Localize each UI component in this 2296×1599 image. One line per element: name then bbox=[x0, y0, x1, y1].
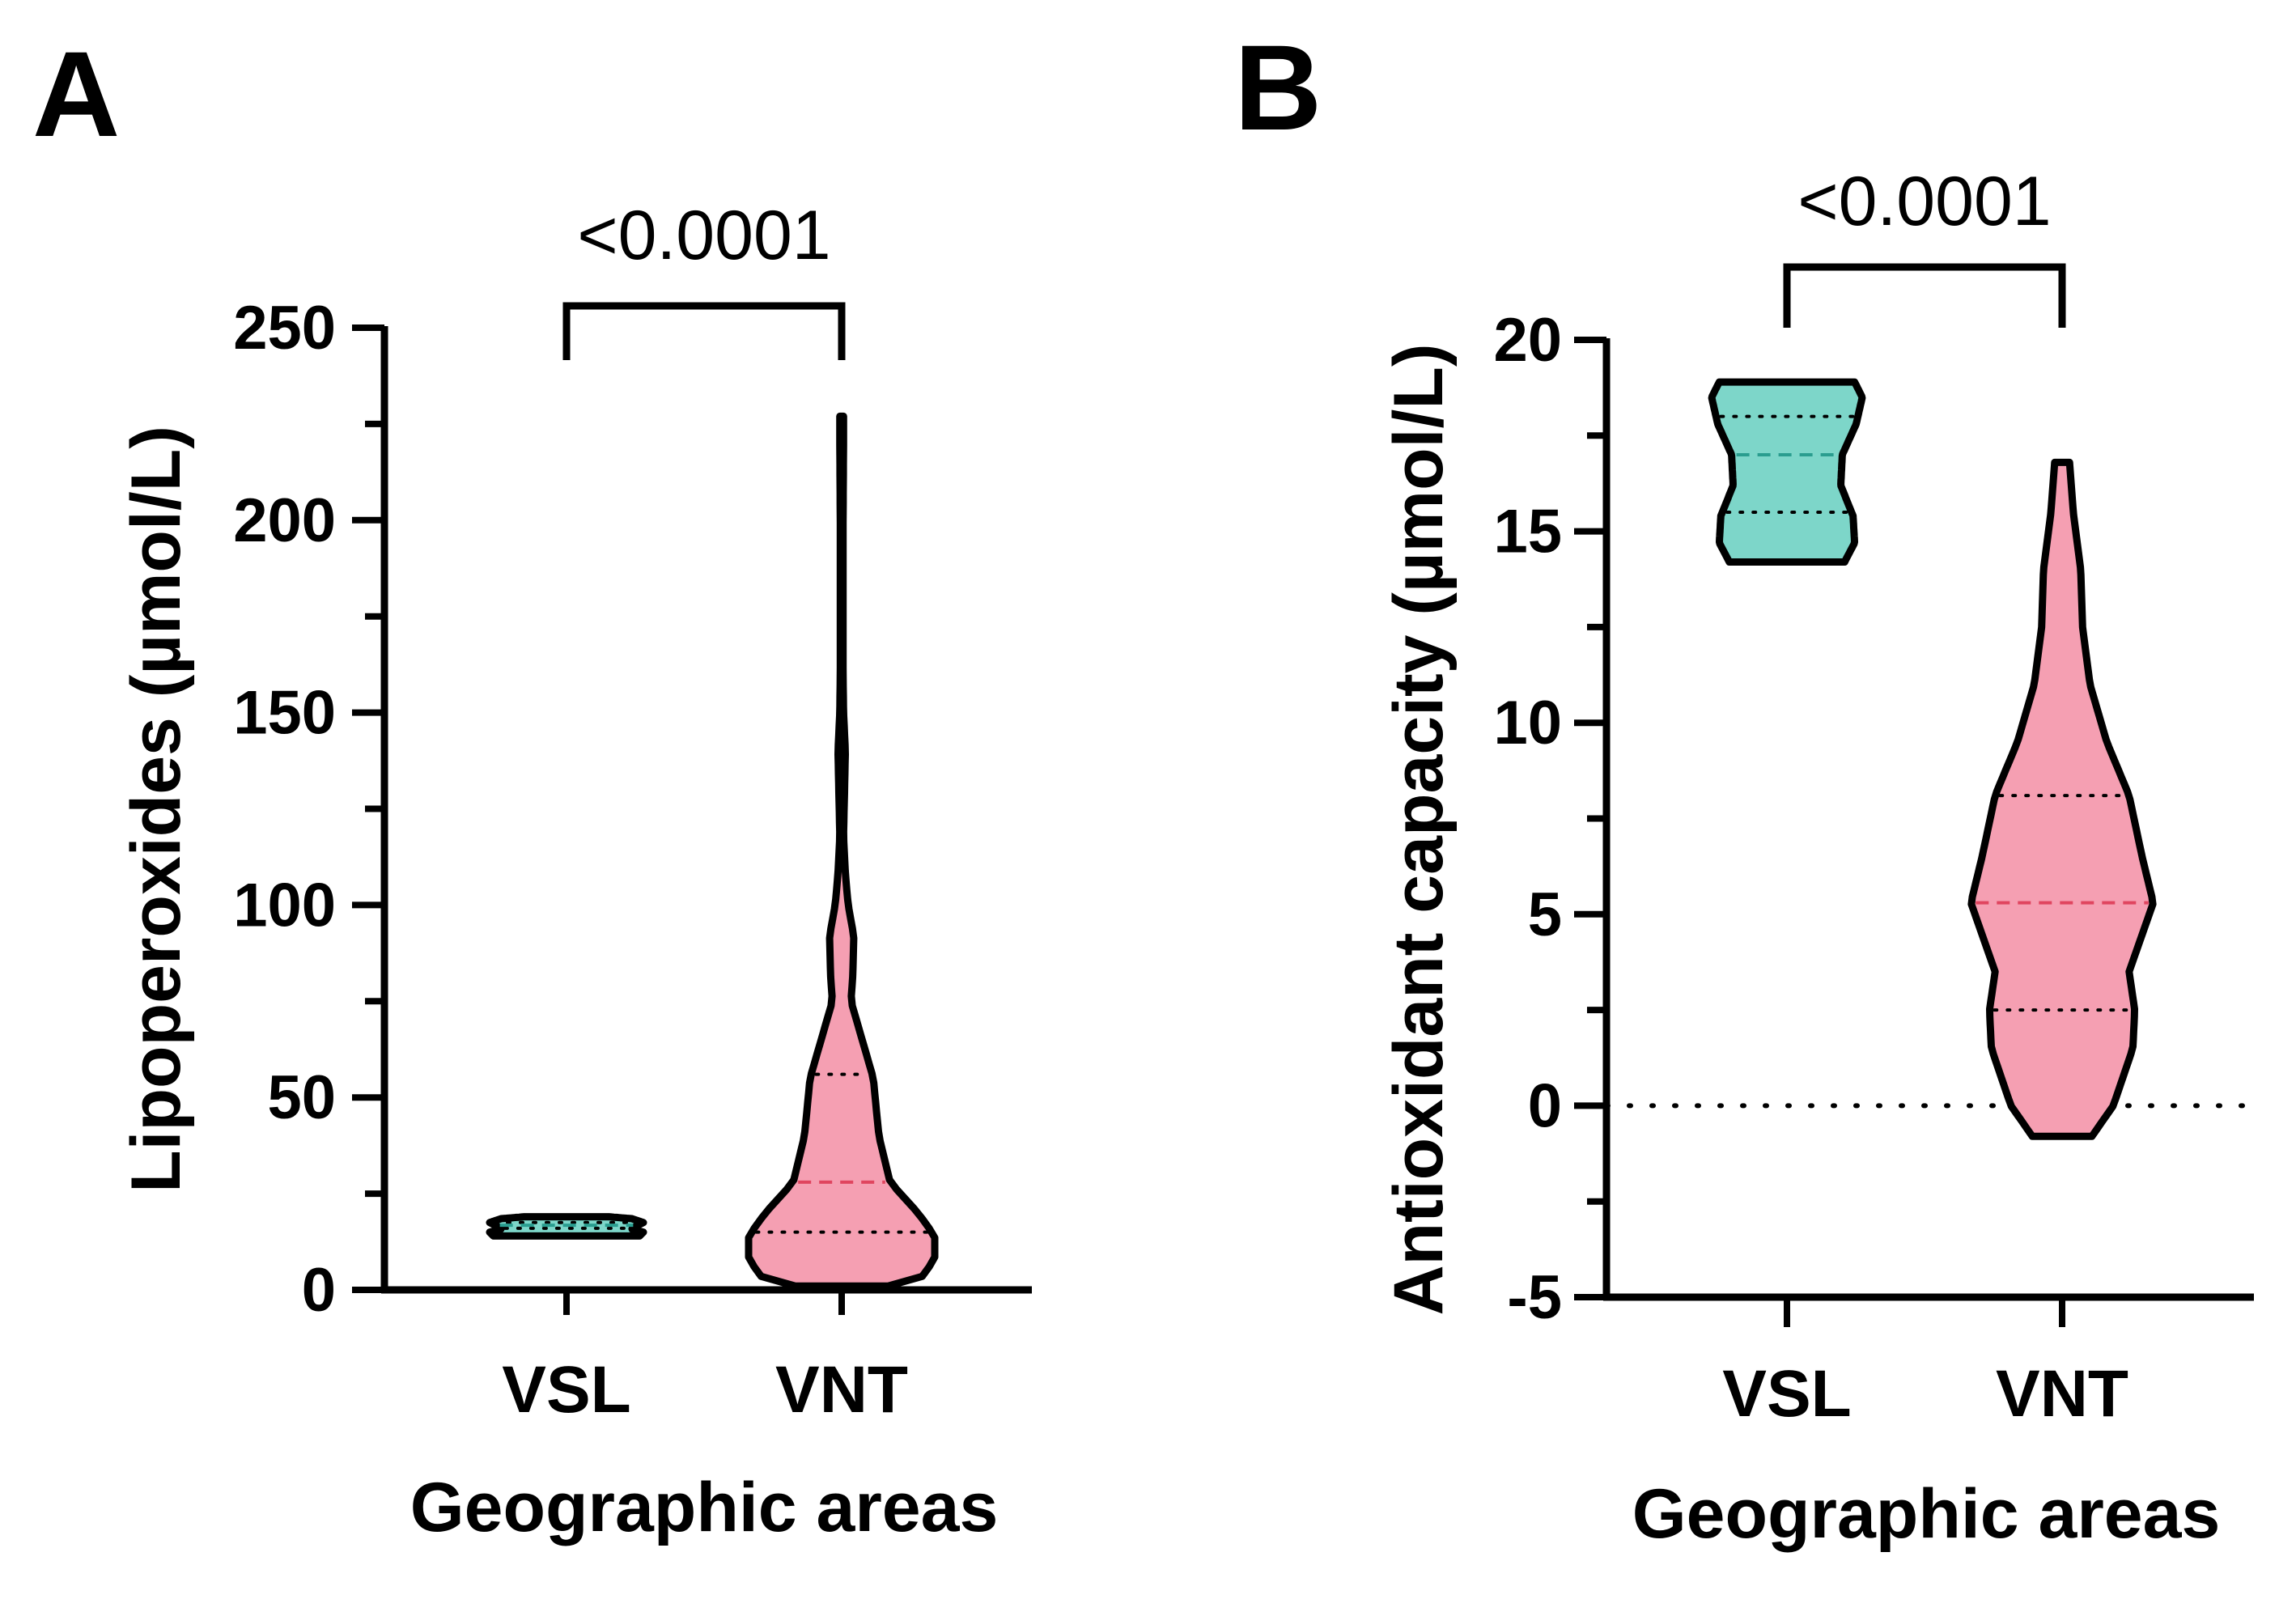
panel-a-axes bbox=[380, 326, 1032, 1294]
panel-a-violins bbox=[486, 412, 939, 1290]
panel-a-significance-bracket: <0.0001 bbox=[562, 197, 846, 360]
panel-a-p-value: <0.0001 bbox=[577, 197, 830, 274]
violin-body-vsl bbox=[1708, 378, 1866, 566]
b-y-tick-label: -5 bbox=[1507, 1263, 1562, 1332]
violin-body-vnt bbox=[1967, 458, 2157, 1140]
panel-b-significance-bracket: <0.0001 bbox=[1783, 163, 2066, 328]
violin-body-vnt bbox=[745, 412, 939, 1290]
panel-b-axes bbox=[1602, 338, 2254, 1301]
panel-a-letter: A bbox=[32, 26, 120, 162]
b-y-tick-label: 20 bbox=[1493, 306, 1562, 375]
panel-b-x-categories: VSL VNT bbox=[1722, 1300, 2128, 1431]
a-x-label-vnt: VNT bbox=[775, 1353, 908, 1427]
panel-a-y-axis-title: Lipoperoxides (µmol/L) bbox=[117, 426, 195, 1193]
a-y-tick-label: 50 bbox=[267, 1063, 336, 1132]
panel-a-x-axis-title: Geographic areas bbox=[410, 1469, 999, 1546]
panel-b-chart: B -5 0 5 10 15 20 VSL VNT Antioxidant capacity… bbox=[1234, 19, 2256, 1553]
panel-b-y-ticks: -5 0 5 10 15 20 bbox=[1493, 306, 1606, 1332]
a-x-label-vsl: VSL bbox=[502, 1353, 630, 1427]
b-y-tick-label: 0 bbox=[1528, 1071, 1562, 1140]
violin-vnt bbox=[745, 412, 939, 1290]
panel-b-violins bbox=[1708, 378, 2157, 1140]
b-x-label-vnt: VNT bbox=[1996, 1357, 2128, 1431]
b-y-tick-label: 10 bbox=[1493, 689, 1562, 757]
violin-vnt bbox=[1967, 458, 2157, 1140]
b-y-tick-label: 15 bbox=[1493, 498, 1562, 566]
b-y-tick-label: 5 bbox=[1528, 880, 1562, 949]
panel-b-y-axis-title: Antioxidant capacity (µmol/L) bbox=[1380, 343, 1458, 1315]
a-y-tick-label: 100 bbox=[233, 871, 336, 939]
violin-vsl bbox=[1708, 378, 1866, 566]
violin-vsl bbox=[486, 1213, 647, 1240]
panel-b-x-axis-title: Geographic areas bbox=[1632, 1475, 2221, 1553]
b-x-label-vsl: VSL bbox=[1722, 1357, 1851, 1431]
panel-b-letter: B bbox=[1234, 19, 1322, 155]
a-y-tick-label: 250 bbox=[233, 294, 336, 363]
a-y-tick-label: 150 bbox=[233, 679, 336, 748]
panel-a-x-categories: VSL VNT bbox=[502, 1293, 908, 1427]
a-y-tick-label: 200 bbox=[233, 486, 336, 555]
panel-a-y-ticks: 0 50 100 150 200 250 bbox=[233, 294, 384, 1325]
panel-a-chart: A 0 50 100 150 200 250 VSL VNT Lipoperoxides (… bbox=[32, 26, 1032, 1546]
a-y-tick-label: 0 bbox=[302, 1256, 336, 1325]
panel-b-p-value: <0.0001 bbox=[1797, 163, 2051, 240]
